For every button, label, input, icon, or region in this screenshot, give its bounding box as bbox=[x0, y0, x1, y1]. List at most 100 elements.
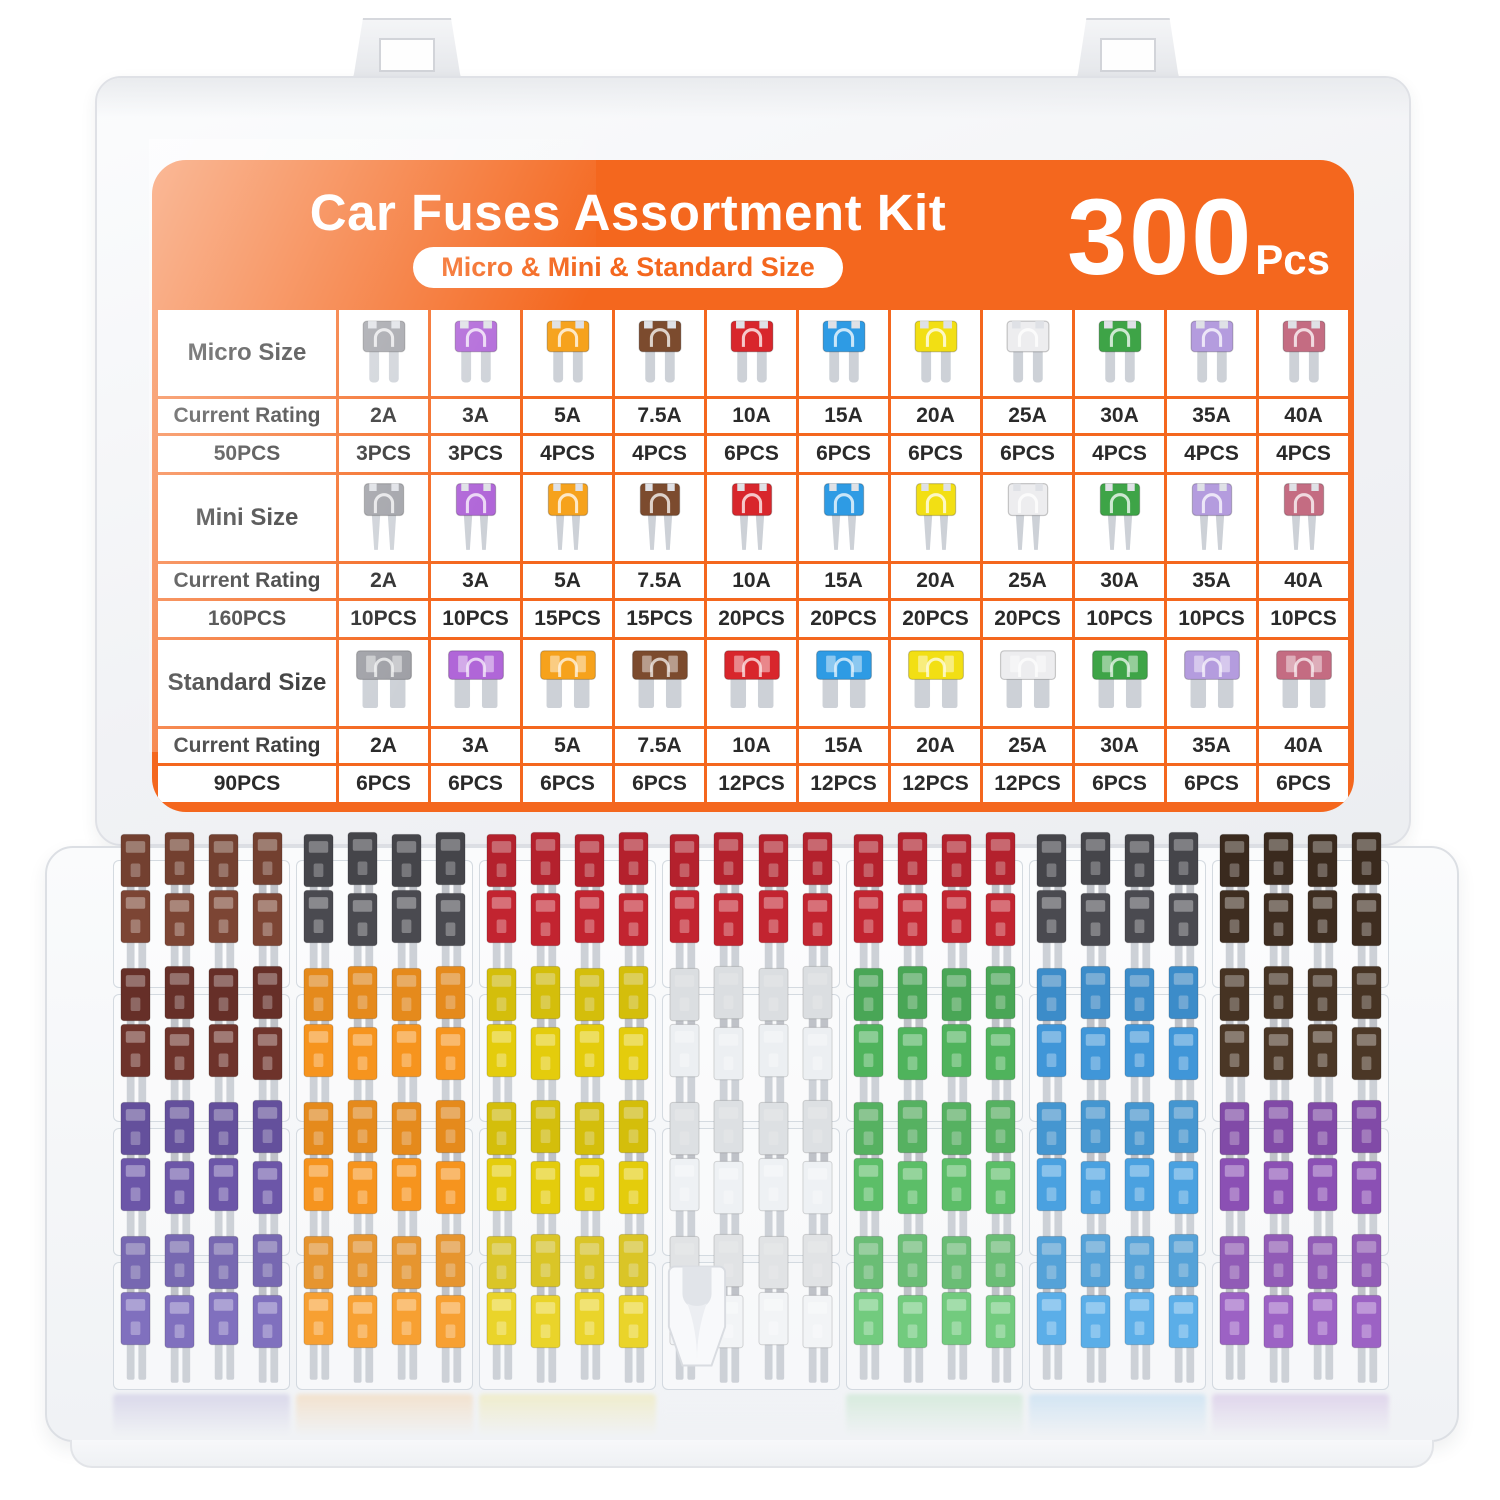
fuse-row bbox=[852, 1021, 1017, 1117]
fuse-row bbox=[119, 831, 284, 927]
blade-fuse bbox=[435, 831, 466, 920]
rating-cell: 40A bbox=[1259, 399, 1348, 433]
rating-row-label-cell: Current Rating bbox=[158, 729, 336, 763]
compartment bbox=[1211, 1233, 1389, 1390]
blade-fuse bbox=[1351, 1294, 1382, 1383]
blade-fuse bbox=[486, 1291, 517, 1380]
fuse-icon bbox=[1259, 640, 1348, 726]
blade-fuse bbox=[713, 1099, 745, 1188]
pcs-cell: 20PCS bbox=[891, 601, 980, 637]
fuse-reflection bbox=[296, 1394, 474, 1436]
blade-fuse bbox=[435, 1294, 466, 1383]
pcs-cell: 12PCS bbox=[799, 766, 888, 802]
blade-fuse bbox=[1307, 889, 1338, 978]
blade-fuse bbox=[757, 1291, 789, 1380]
rating-cell: 20A bbox=[891, 564, 980, 598]
compartment bbox=[845, 831, 1023, 988]
fuse-icon bbox=[707, 475, 796, 561]
blade-fuse bbox=[941, 1291, 972, 1380]
compartment bbox=[296, 1099, 474, 1256]
pcs-cell: 10PCS bbox=[431, 601, 520, 637]
pcs-cell: 12PCS bbox=[707, 766, 796, 802]
rating-cell: 7.5A bbox=[615, 564, 704, 598]
fuse-row bbox=[1218, 1021, 1383, 1117]
blade-fuse bbox=[303, 1291, 334, 1380]
blade-fuse bbox=[618, 1294, 649, 1383]
compartment bbox=[662, 965, 840, 1122]
blade-fuse bbox=[1307, 1023, 1338, 1112]
fuse-row bbox=[1218, 1289, 1383, 1385]
blade-fuse bbox=[897, 1099, 928, 1188]
pcs-cell: 6PCS bbox=[799, 436, 888, 472]
blade-fuse bbox=[1219, 1291, 1250, 1380]
rating-cell: 7.5A bbox=[615, 399, 704, 433]
pcs-cell: 6PCS bbox=[1167, 766, 1256, 802]
fuse-icon bbox=[615, 310, 704, 396]
rating-cell: 3A bbox=[431, 399, 520, 433]
latch-hole-icon bbox=[1100, 37, 1156, 72]
pcs-cell: 20PCS bbox=[983, 601, 1072, 637]
rating-row-label-cell: Current Rating bbox=[158, 399, 336, 433]
blade-fuse bbox=[164, 1294, 195, 1383]
fuse-row bbox=[1035, 887, 1200, 983]
fuse-icon bbox=[799, 640, 888, 726]
blade-fuse bbox=[120, 1291, 151, 1380]
rating-cell: 15A bbox=[799, 399, 888, 433]
rating-cell: 30A bbox=[1075, 399, 1164, 433]
compartment bbox=[1211, 965, 1389, 1122]
pcs-cell: 10PCS bbox=[1075, 601, 1164, 637]
blade-fuse bbox=[853, 889, 884, 978]
pcs-cell: 15PCS bbox=[615, 601, 704, 637]
case-front-rim bbox=[70, 1440, 1434, 1468]
fuse-icon bbox=[1167, 475, 1256, 561]
pcs-cell: 4PCS bbox=[1167, 436, 1256, 472]
total-pcs-cell: 50PCS bbox=[158, 436, 336, 472]
fuse-row bbox=[302, 1155, 467, 1251]
blade-fuse bbox=[1351, 1233, 1382, 1322]
fuse-icon bbox=[983, 475, 1072, 561]
rating-cell: 35A bbox=[1167, 399, 1256, 433]
blade-fuse bbox=[574, 1291, 605, 1380]
fuse-row bbox=[302, 1289, 467, 1385]
compartment bbox=[845, 1099, 1023, 1256]
compartment bbox=[845, 1233, 1023, 1390]
fuse-icon bbox=[431, 475, 520, 561]
fuse-icon bbox=[983, 310, 1072, 396]
fuse-reflection bbox=[1028, 1394, 1206, 1436]
compartment bbox=[296, 1233, 474, 1390]
blade-fuse bbox=[1168, 1294, 1199, 1383]
rating-cell: 30A bbox=[1075, 564, 1164, 598]
pcs-cell: 4PCS bbox=[1075, 436, 1164, 472]
compartment bbox=[296, 965, 474, 1122]
fuse-row bbox=[119, 887, 284, 983]
fuse-icon bbox=[891, 475, 980, 561]
fuse-icon bbox=[523, 475, 612, 561]
blade-fuse bbox=[486, 1023, 517, 1112]
compartment bbox=[1028, 1099, 1206, 1256]
fuse-icon bbox=[1259, 475, 1348, 561]
fuse-icon bbox=[1167, 640, 1256, 726]
latch-hole-icon bbox=[379, 37, 435, 72]
rating-cell: 2A bbox=[339, 729, 428, 763]
rating-cell: 15A bbox=[799, 564, 888, 598]
case-lid: Car Fuses Assortment Kit Micro & Mini & … bbox=[95, 76, 1411, 846]
blade-fuse bbox=[1263, 1294, 1294, 1383]
pcs-cell: 6PCS bbox=[1075, 766, 1164, 802]
fuse-icon bbox=[1167, 310, 1256, 396]
rating-cell: 30A bbox=[1075, 729, 1164, 763]
fuse-row bbox=[485, 1021, 650, 1117]
blade-fuse bbox=[391, 1157, 422, 1246]
blade-fuse bbox=[802, 1294, 833, 1383]
rating-cell: 15A bbox=[799, 729, 888, 763]
rating-cell: 10A bbox=[707, 564, 796, 598]
fuse-row bbox=[852, 1099, 1017, 1195]
fuse-icon bbox=[523, 640, 612, 726]
blade-fuse bbox=[713, 1026, 745, 1115]
compartment bbox=[662, 1233, 840, 1390]
fuse-icon bbox=[1075, 640, 1164, 726]
total-pcs-cell: 90PCS bbox=[158, 766, 336, 802]
pcs-cell: 6PCS bbox=[615, 766, 704, 802]
blade-fuse bbox=[802, 892, 833, 981]
spec-table: Micro Size Current Rating 2A 3A 5A 7.5A 10A 15… bbox=[158, 310, 1348, 802]
